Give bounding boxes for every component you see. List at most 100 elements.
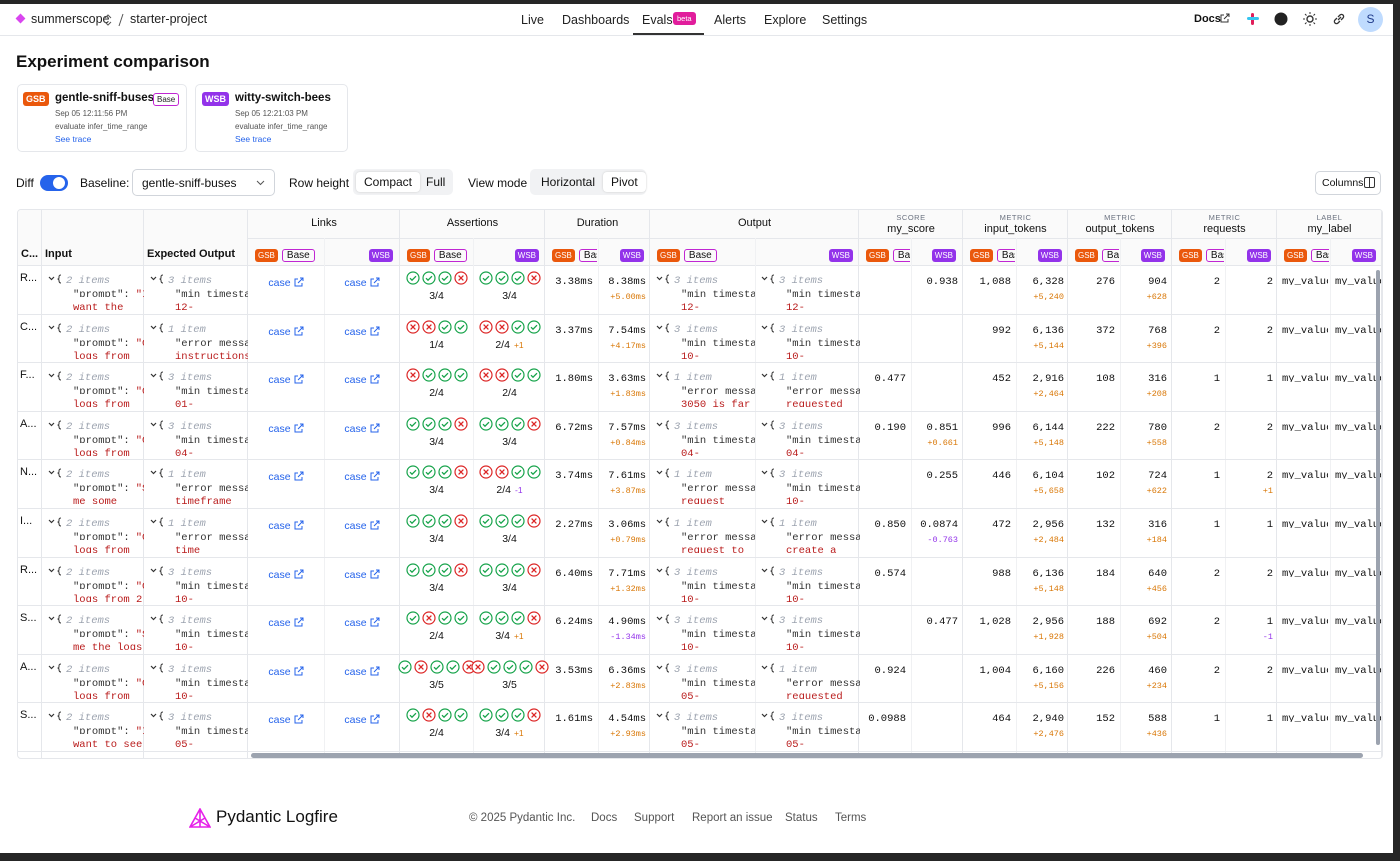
toggle-option[interactable]: Compact [356,172,421,192]
docs-link[interactable]: Docs [1194,13,1221,25]
case-link[interactable]: case [344,471,367,484]
case-link[interactable]: case [344,325,367,338]
code-cell: 2 items"prompt": "Sh me the logs [42,606,144,655]
diff-value: +5.00ms [600,286,649,300]
code-key: "min_timestamp [786,629,860,638]
case-link[interactable]: case [268,325,291,338]
github-icon[interactable] [1274,12,1288,26]
assertion-icon [405,368,420,382]
sub-column-border [1330,238,1331,758]
case-link[interactable]: case [268,568,291,581]
value-text: 0.190 [874,421,906,431]
org-name[interactable]: summerscope [31,12,110,26]
value-text: 0.477 [926,616,958,626]
assertion-icon [510,319,525,334]
assertion-score: 3/5 [473,679,546,693]
diff-value: +0.84ms [600,432,649,446]
case-link[interactable]: case [268,617,291,630]
score-text: 2/4 [429,630,444,643]
nav-link[interactable]: Explore [764,13,807,27]
case-link[interactable]: case [344,422,367,435]
nav-link[interactable]: Dashboards [562,13,630,27]
footer-link[interactable]: Report an issue [692,812,773,824]
case-link[interactable]: case [344,617,367,630]
trace-link[interactable]: See trace [235,134,272,144]
expand-chevron [761,517,775,527]
case-link[interactable]: case [268,422,291,435]
diff-value: +5,148 [1018,578,1067,592]
footer-link[interactable]: Support [634,812,675,824]
diff-toggle[interactable] [40,175,68,191]
experiment-chip: WSB [1246,249,1271,262]
link-cell: case [324,471,400,485]
case-link[interactable]: case [268,665,291,678]
baseline-select[interactable]: gentle-sniff-buses [132,169,275,196]
case-link[interactable]: case [344,520,367,532]
code-cell: 3 items"min_timestamp 01- [144,363,248,412]
columns-button[interactable]: Columns [1315,171,1381,195]
assertion-icons [473,417,546,433]
value-text: 0.574 [874,567,906,577]
diff-label: Diff [16,176,34,190]
assertion-icon [453,514,468,528]
code-key: "error_message [786,386,860,395]
value-text: 464 [992,713,1011,723]
case-link[interactable]: case [344,277,367,289]
nav-link[interactable]: Live [521,13,544,27]
case-link[interactable]: case [268,277,291,289]
footer-link[interactable]: Docs [591,812,618,824]
cell-value: 6,144 [1018,417,1067,431]
trace-link[interactable]: See trace [55,134,92,144]
toggle-option[interactable]: Full [426,175,446,189]
case-link[interactable]: case [268,471,291,484]
assertion-icon [397,660,412,674]
footer-link[interactable]: Status [785,812,818,824]
value-text: 3.38ms [555,276,593,285]
slack-icon[interactable] [1246,12,1260,26]
code-line: "min_timestamp [175,381,248,394]
sub-header: WSB [1017,240,1068,264]
group-title: Output [737,217,772,229]
code-value: "Ch [135,677,144,686]
link-icon[interactable] [1332,12,1346,26]
project-name[interactable]: starter-project [130,12,208,26]
cell-value: 2 [1174,271,1223,285]
code-cell: 3 items"min_timestamp 05- [144,703,248,752]
nav-link[interactable]: Settings [822,13,868,27]
code-line: "prompt": "Ch [73,333,144,346]
avatar[interactable]: S [1358,7,1383,32]
case-link[interactable]: case [344,714,367,727]
external-icon [370,277,380,287]
case-link[interactable]: case [344,374,367,387]
item-count: 3 items [674,707,755,724]
experiment-chip: WSB [1037,249,1062,262]
assertion-icon [421,465,436,479]
nav-link[interactable]: Evals [642,13,673,27]
toggle-option[interactable]: Pivot [603,172,646,192]
case-link[interactable]: case [268,714,291,727]
diff-text: +436 [1146,729,1167,738]
code-cell: 1 item"error_message requested [755,363,860,412]
diff-text: -0.763 [927,535,958,543]
metric-name-text: my_label [1307,223,1352,235]
footer-link[interactable]: Terms [835,812,867,824]
active-tab-underline [633,33,704,35]
code-key: "min_timestamp [786,726,860,735]
theme-icon[interactable] [1303,12,1317,26]
cell-value: 3.53ms [547,660,596,674]
item-count: 2 items [66,416,144,433]
cell-value: 2,956 [1018,514,1067,528]
expand-chevron [48,371,62,381]
case-link[interactable]: case [344,568,367,581]
case-link[interactable]: case [268,374,291,387]
case-link[interactable]: case [268,520,291,532]
code-cell: 1 item"error_message 3050 is far [650,363,755,412]
toggle-option[interactable]: Horizontal [541,175,596,189]
sub-header: WSB [756,240,859,264]
case-link[interactable]: case [344,665,367,678]
nav-link[interactable]: Alerts [714,13,746,27]
code-value: "Sh [135,483,144,492]
diff-text: +0.79ms [610,535,646,543]
value-text: 1,004 [979,664,1011,674]
value-text: 108 [1096,373,1115,383]
